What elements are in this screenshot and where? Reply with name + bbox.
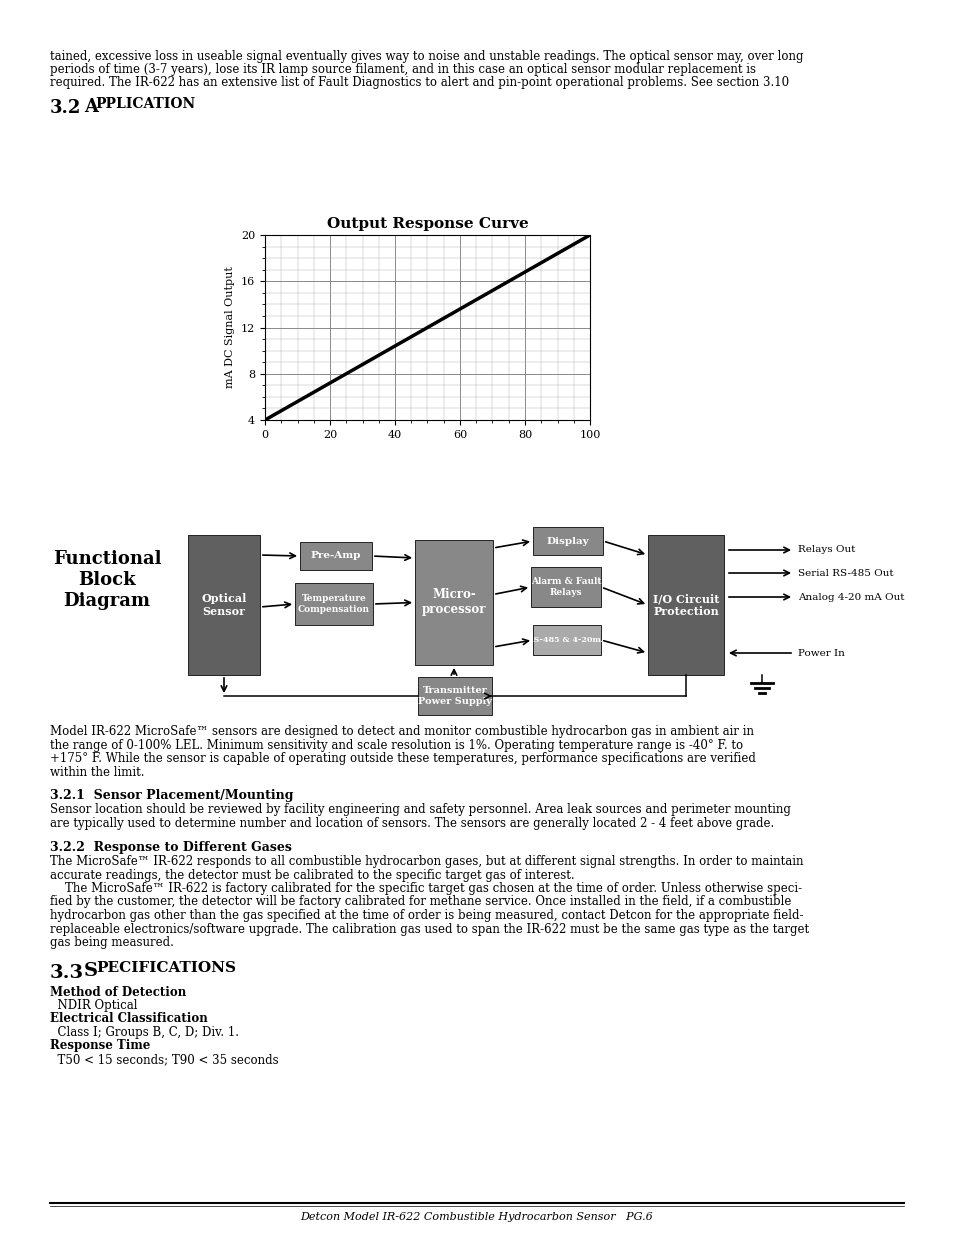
Text: hydrocarbon gas other than the gas specified at the time of order is being measu: hydrocarbon gas other than the gas speci…: [50, 909, 802, 923]
FancyBboxPatch shape: [299, 542, 372, 571]
Text: S: S: [84, 962, 98, 979]
Text: Model IR-622 MicroSafe™ sensors are designed to detect and monitor combustible h: Model IR-622 MicroSafe™ sensors are desi…: [50, 725, 753, 739]
Text: Power In: Power In: [797, 648, 844, 657]
Text: 3.3: 3.3: [50, 963, 84, 982]
Text: Class I; Groups B, C, D; Div. 1.: Class I; Groups B, C, D; Div. 1.: [50, 1026, 239, 1039]
Text: Electrical Classification: Electrical Classification: [50, 1013, 208, 1025]
Text: 3.2: 3.2: [50, 99, 81, 117]
FancyBboxPatch shape: [533, 527, 602, 555]
Text: Serial RS-485 Out: Serial RS-485 Out: [797, 568, 893, 578]
Text: I/O Circuit
Protection: I/O Circuit Protection: [652, 593, 719, 618]
Text: NDIR Optical: NDIR Optical: [50, 999, 137, 1011]
Text: 3.2.1  Sensor Placement/Mounting: 3.2.1 Sensor Placement/Mounting: [50, 789, 294, 802]
Text: 3.2.2  Response to Different Gases: 3.2.2 Response to Different Gases: [50, 841, 292, 853]
Text: Functional
Block
Diagram: Functional Block Diagram: [52, 551, 161, 610]
Text: Transmitter
Power Supply: Transmitter Power Supply: [417, 687, 492, 705]
Text: replaceable electronics/software upgrade. The calibration gas used to span the I: replaceable electronics/software upgrade…: [50, 923, 808, 935]
Text: tained, excessive loss in useable signal eventually gives way to noise and unsta: tained, excessive loss in useable signal…: [50, 49, 802, 63]
Text: Pre-Amp: Pre-Amp: [311, 552, 361, 561]
Text: fied by the customer, the detector will be factory calibrated for methane servic: fied by the customer, the detector will …: [50, 895, 791, 909]
Text: Method of Detection: Method of Detection: [50, 986, 186, 999]
Text: Analog 4-20 mA Out: Analog 4-20 mA Out: [797, 593, 903, 601]
Text: Alarm & Fault
Relays: Alarm & Fault Relays: [530, 577, 600, 597]
Text: The MicroSafe™ IR-622 is factory calibrated for the specific target gas chosen a: The MicroSafe™ IR-622 is factory calibra…: [50, 882, 801, 895]
FancyBboxPatch shape: [533, 625, 600, 655]
Text: The MicroSafe™ IR-622 responds to all combustible hydrocarbon gases, but at diff: The MicroSafe™ IR-622 responds to all co…: [50, 855, 802, 868]
Text: Micro-
processor: Micro- processor: [421, 589, 486, 616]
Text: Response Time: Response Time: [50, 1040, 151, 1052]
FancyBboxPatch shape: [647, 535, 723, 676]
Text: periods of time (3-7 years), lose its IR lamp source filament, and in this case : periods of time (3-7 years), lose its IR…: [50, 63, 755, 77]
Text: Relays Out: Relays Out: [797, 546, 855, 555]
Text: RS-485 & 4-20mA: RS-485 & 4-20mA: [526, 636, 606, 643]
Text: are typically used to determine number and location of sensors. The sensors are : are typically used to determine number a…: [50, 818, 774, 830]
FancyBboxPatch shape: [417, 677, 492, 715]
Text: A: A: [84, 98, 98, 116]
Text: +175° F. While the sensor is capable of operating outside these temperatures, pe: +175° F. While the sensor is capable of …: [50, 752, 755, 764]
Text: Detcon Model IR-622 Combustible Hydrocarbon Sensor   PG.6: Detcon Model IR-622 Combustible Hydrocar…: [300, 1212, 653, 1221]
FancyBboxPatch shape: [294, 583, 373, 625]
FancyBboxPatch shape: [415, 540, 493, 664]
FancyBboxPatch shape: [531, 567, 600, 606]
Text: accurate readings, the detector must be calibrated to the specific target gas of: accurate readings, the detector must be …: [50, 868, 574, 882]
FancyBboxPatch shape: [188, 535, 260, 676]
Text: Optical
Sensor: Optical Sensor: [201, 593, 247, 618]
Text: PPLICATION: PPLICATION: [95, 98, 195, 111]
Text: Temperature
Compensation: Temperature Compensation: [297, 594, 370, 614]
Text: T50 < 15 seconds; T90 < 35 seconds: T50 < 15 seconds; T90 < 35 seconds: [50, 1053, 278, 1066]
Text: required. The IR-622 has an extensive list of Fault Diagnostics to alert and pin: required. The IR-622 has an extensive li…: [50, 77, 788, 89]
Y-axis label: mA DC Signal Output: mA DC Signal Output: [225, 267, 235, 389]
Text: the range of 0-100% LEL. Minimum sensitivity and scale resolution is 1%. Operati: the range of 0-100% LEL. Minimum sensiti…: [50, 739, 742, 752]
Text: Sensor location should be reviewed by facility engineering and safety personnel.: Sensor location should be reviewed by fa…: [50, 804, 790, 816]
Text: PECIFICATIONS: PECIFICATIONS: [96, 961, 235, 974]
Text: gas being measured.: gas being measured.: [50, 936, 173, 948]
Title: Output Response Curve: Output Response Curve: [326, 217, 528, 231]
Text: within the limit.: within the limit.: [50, 766, 144, 778]
Text: Display: Display: [546, 536, 589, 546]
